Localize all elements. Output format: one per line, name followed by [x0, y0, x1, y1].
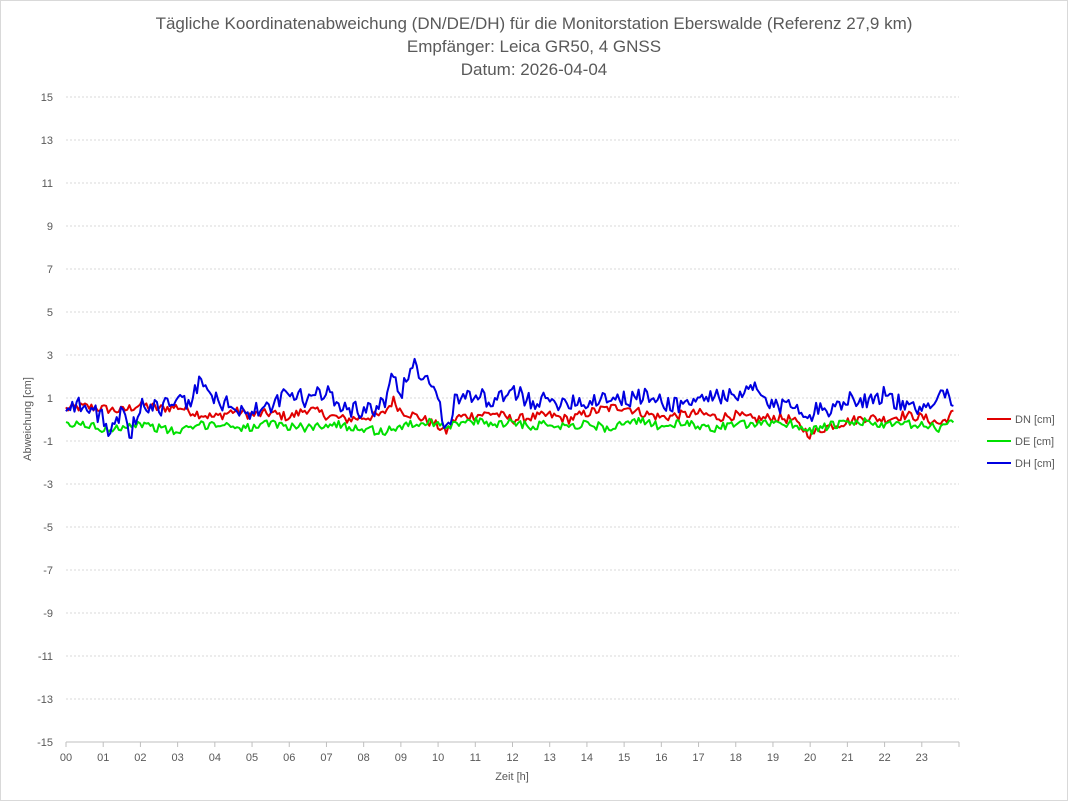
- y-tick-label: 15: [41, 92, 53, 104]
- x-tick-label: 16: [655, 752, 667, 764]
- x-tick-label: 08: [358, 752, 370, 764]
- legend: DN [cm] DE [cm] DH [cm]: [987, 414, 1055, 470]
- series-line-dh: [65, 357, 954, 439]
- chart-title: Tägliche Koordinatenabweichung (DN/DE/DH…: [156, 14, 913, 79]
- y-tick-label: 13: [41, 135, 53, 147]
- x-tick-label: 11: [470, 752, 481, 764]
- x-tick-label: 09: [395, 752, 407, 764]
- y-tick-label: -1: [43, 436, 53, 448]
- title-line-3: Datum: 2026-04-04: [461, 60, 607, 79]
- x-tick-label: 06: [283, 752, 295, 764]
- series-line-dn: [65, 395, 954, 440]
- x-tick-label: 17: [692, 752, 704, 764]
- x-tick-label: 03: [172, 752, 184, 764]
- legend-entry: DH [cm]: [1015, 458, 1055, 470]
- x-tick-label: 23: [916, 752, 928, 764]
- x-tick-label: 01: [97, 752, 109, 764]
- y-tick-label: -11: [38, 651, 53, 663]
- y-tick-labels: 15 13 11 9 7 5 3 1 -1 -3 -5 -7 -9 -11 -13 -15: [37, 92, 53, 749]
- y-tick-label: -13: [37, 694, 53, 706]
- y-tick-label: 11: [42, 178, 53, 190]
- x-tick-label: 05: [246, 752, 258, 764]
- title-line-2: Empfänger: Leica GR50, 4 GNSS: [407, 37, 661, 56]
- x-tick-label: 18: [730, 752, 742, 764]
- y-tick-label: 3: [47, 350, 53, 362]
- x-tick-label: 15: [618, 752, 630, 764]
- legend-entry: DN [cm]: [1015, 414, 1055, 426]
- x-tick-label: 10: [432, 752, 444, 764]
- x-tick-label: 22: [878, 752, 890, 764]
- y-tick-label: -15: [37, 737, 53, 749]
- x-tick-label: 00: [60, 752, 72, 764]
- series-lines: [65, 357, 955, 440]
- x-axis-title: Zeit [h]: [495, 771, 529, 783]
- x-tick-label: 21: [841, 752, 853, 764]
- grid: [65, 96, 960, 747]
- y-tick-label: -5: [43, 522, 53, 534]
- y-tick-label: 7: [47, 264, 53, 276]
- y-tick-label: -9: [43, 608, 53, 620]
- y-tick-label: 9: [47, 221, 53, 233]
- y-tick-label: 1: [47, 393, 53, 405]
- title-line-1: Tägliche Koordinatenabweichung (DN/DE/DH…: [156, 14, 913, 33]
- x-tick-label: 02: [134, 752, 146, 764]
- y-tick-label: -7: [43, 565, 53, 577]
- y-tick-label: 5: [47, 307, 53, 319]
- x-tick-label: 12: [506, 752, 518, 764]
- x-tick-label: 14: [581, 752, 593, 764]
- x-tick-label: 19: [767, 752, 779, 764]
- y-axis-title: Abweichung [cm]: [22, 377, 34, 461]
- y-tick-label: -3: [43, 479, 53, 491]
- x-tick-labels: 00 01 02 03 04 05 06 07 08 09 10 11 12 13 14 15 16 17 18 19…: [60, 752, 928, 764]
- x-tick-label: 13: [544, 752, 556, 764]
- legend-entry: DE [cm]: [1015, 436, 1054, 448]
- x-tick-label: 04: [209, 752, 221, 764]
- x-tick-label: 07: [320, 752, 332, 764]
- series-line-de: [65, 416, 955, 436]
- x-tick-label: 20: [804, 752, 816, 764]
